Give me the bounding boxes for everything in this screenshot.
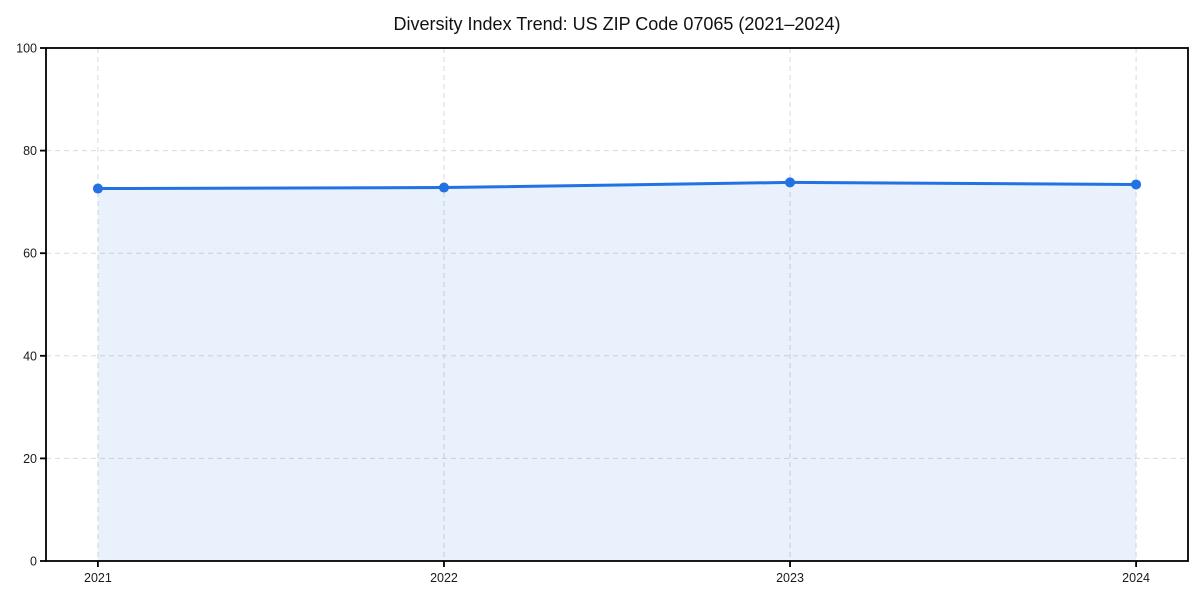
data-point-markers: [92, 177, 1142, 194]
axis-ticks: [40, 47, 1137, 567]
data-point: [438, 182, 449, 193]
y-tick-label: 60: [23, 247, 37, 261]
plot-border: [45, 47, 1189, 562]
y-tick-label: 40: [23, 349, 37, 363]
x-tick-label: 2022: [430, 571, 458, 585]
y-tick-labels: 0 20 40 60 80 100: [16, 42, 37, 569]
x-tick-label: 2024: [1122, 571, 1150, 585]
x-tick-labels: 2021 2022 2023 2024: [84, 571, 1150, 585]
trend-line: [96, 180, 1138, 191]
data-point: [785, 177, 796, 188]
x-tick-label: 2021: [84, 571, 112, 585]
y-tick-label: 0: [30, 555, 37, 569]
chart-title: Diversity Index Trend: US ZIP Code 07065…: [394, 14, 841, 34]
x-tick-label: 2023: [776, 571, 804, 585]
area-fill-path: [97, 182, 1137, 561]
y-tick-label: 20: [23, 452, 37, 466]
area-fill: [97, 182, 1137, 561]
y-tick-label: 80: [23, 144, 37, 158]
data-point: [92, 183, 103, 194]
trend-line-path: [96, 180, 1138, 191]
data-point: [1131, 179, 1142, 190]
y-tick-label: 100: [16, 42, 37, 56]
